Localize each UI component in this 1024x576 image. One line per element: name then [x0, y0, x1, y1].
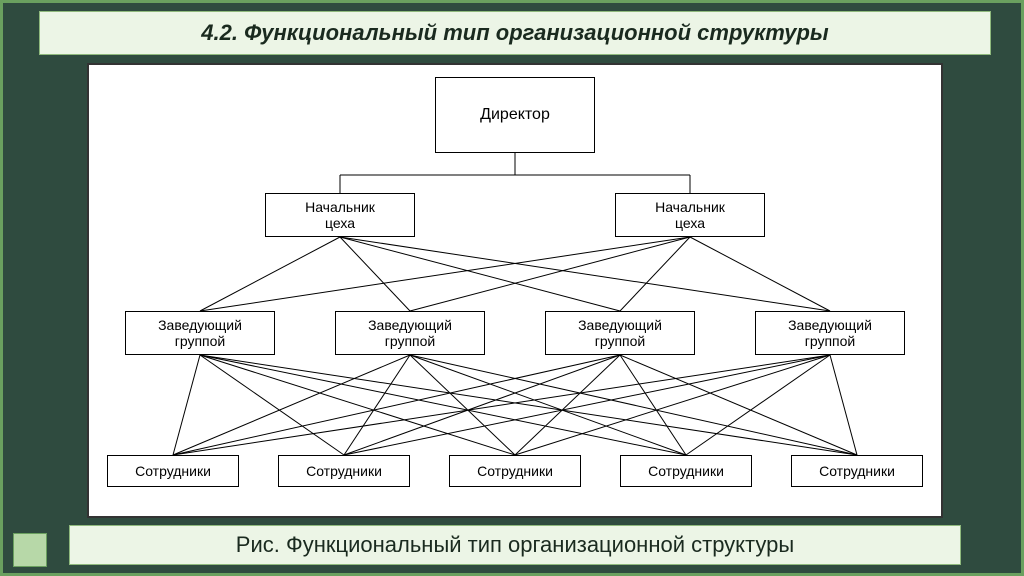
org-node-s4: Сотрудники: [620, 455, 752, 487]
figure-caption: Рис. Функциональный тип организационной …: [69, 525, 961, 565]
org-node-mgrL: Начальник цеха: [265, 193, 415, 237]
org-node-s5: Сотрудники: [791, 455, 923, 487]
org-node-s1: Сотрудники: [107, 455, 239, 487]
slide-root: 4.2. Функциональный тип организационной …: [0, 0, 1024, 576]
org-node-g4: Заведующий группой: [755, 311, 905, 355]
org-node-s3: Сотрудники: [449, 455, 581, 487]
decoration-square: [13, 533, 47, 567]
org-node-g3: Заведующий группой: [545, 311, 695, 355]
slide-title: 4.2. Функциональный тип организационной …: [39, 11, 991, 55]
org-node-mgrR: Начальник цеха: [615, 193, 765, 237]
org-node-s2: Сотрудники: [278, 455, 410, 487]
org-node-g1: Заведующий группой: [125, 311, 275, 355]
org-node-dir: Директор: [435, 77, 595, 153]
org-node-g2: Заведующий группой: [335, 311, 485, 355]
